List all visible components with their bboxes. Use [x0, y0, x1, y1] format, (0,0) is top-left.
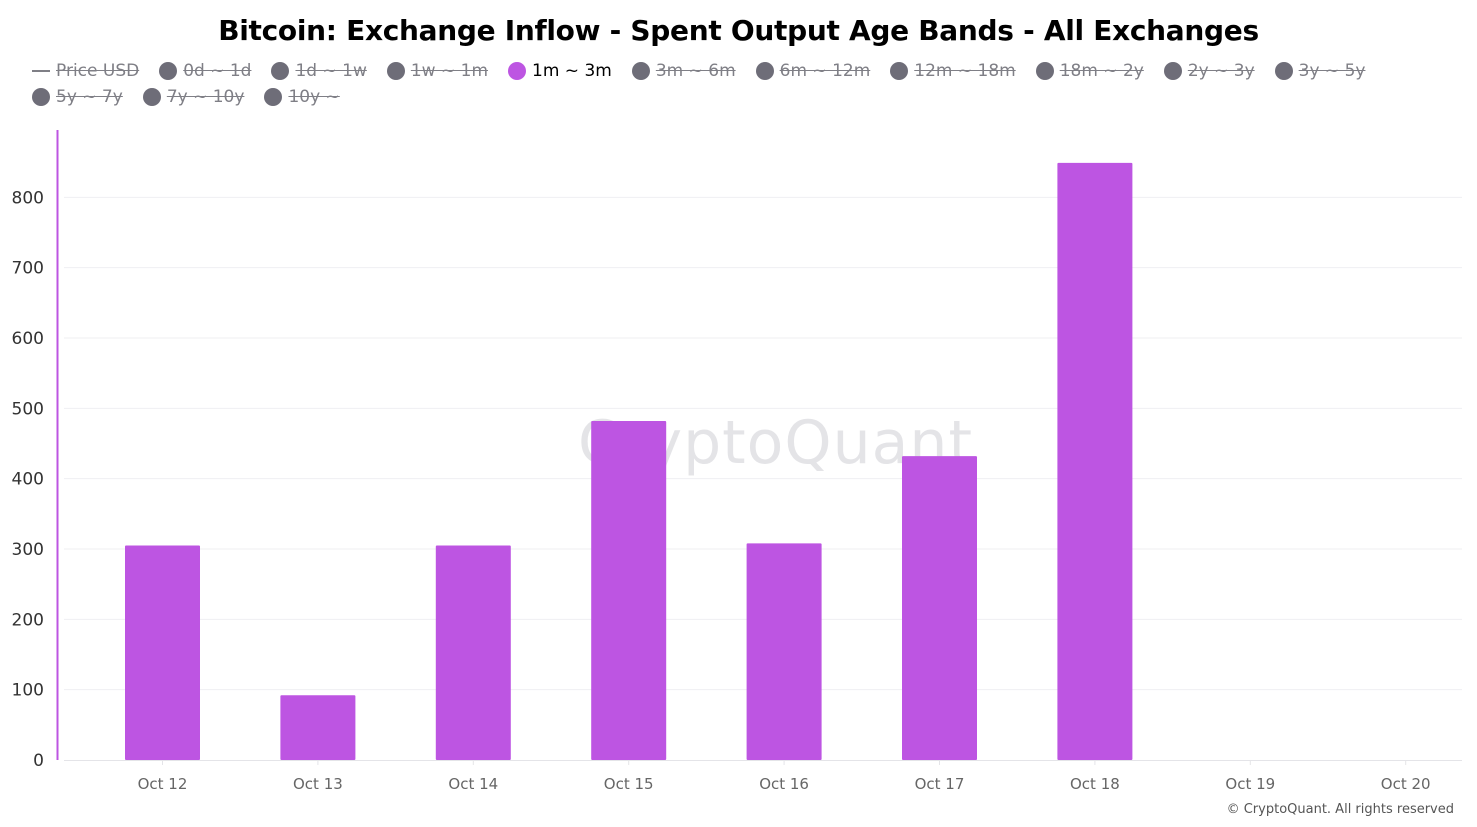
legend-item[interactable]: 1w ~ 1m — [386, 60, 489, 82]
legend-dot-icon — [386, 62, 405, 80]
y-tick-label: 200 — [12, 610, 44, 630]
x-tick-label: Oct 20 — [1381, 775, 1431, 793]
legend-dot-icon — [1163, 62, 1182, 80]
legend-dot-icon — [271, 62, 290, 80]
legend-dot-icon — [159, 62, 178, 80]
legend-item[interactable]: 18m ~ 2y — [1035, 60, 1144, 82]
legend-item-label: 3m ~ 6m — [655, 61, 736, 81]
chart-legend: Price USD 0d ~ 1d 1d ~ 1w 1w ~ 1m 1m ~ 3m 3m … — [32, 60, 1462, 108]
legend-line-icon — [32, 70, 50, 72]
x-tick-label: Oct 15 — [604, 775, 654, 793]
bar — [280, 695, 356, 760]
legend-item[interactable]: 3y ~ 5y — [1274, 60, 1366, 82]
legend-item-label: 1d ~ 1w — [295, 61, 367, 81]
copyright-notice: © CryptoQuant. All rights reserved — [1226, 802, 1454, 817]
legend-dot-icon — [1274, 62, 1293, 80]
legend-dot-icon — [1035, 62, 1054, 80]
x-tick-label: Oct 18 — [1070, 775, 1120, 793]
legend-item[interactable]: 5y ~ 7y — [32, 86, 123, 108]
bar — [435, 545, 511, 760]
legend-dot-icon — [508, 62, 527, 80]
bar — [746, 543, 822, 760]
y-tick-label: 500 — [12, 399, 44, 419]
legend-item[interactable]: 2y ~ 3y — [1163, 60, 1255, 82]
legend-item-label: 0d ~ 1d — [183, 61, 252, 81]
legend-item-label: 6m ~ 12m — [779, 61, 871, 81]
legend-item[interactable]: 0d ~ 1d — [159, 60, 251, 82]
legend-dot-icon — [890, 62, 909, 80]
legend-item-label: Price USD — [56, 61, 140, 81]
legend-item-label: 12m ~ 18m — [914, 61, 1016, 81]
legend-dot-icon — [142, 88, 161, 106]
legend-item-label: 10y ~ — [288, 87, 340, 107]
legend-item[interactable]: 1d ~ 1w — [271, 60, 367, 82]
legend-dot-icon — [631, 62, 650, 80]
legend-item[interactable]: 12m ~ 18m — [890, 60, 1016, 82]
bar — [1057, 162, 1133, 760]
bar — [125, 545, 200, 760]
y-tick-label: 300 — [12, 540, 44, 560]
bar — [591, 420, 667, 760]
x-tick-label: Oct 16 — [759, 775, 809, 793]
legend-item[interactable]: 3m ~ 6m — [631, 60, 736, 82]
y-tick-label: 0 — [33, 751, 44, 771]
chart-title: Bitcoin: Exchange Inflow - Spent Output … — [218, 14, 1259, 47]
legend-item-label: 7y ~ 10y — [166, 87, 245, 107]
y-tick-label: 700 — [12, 259, 44, 279]
legend-item[interactable]: 10y ~ — [264, 86, 340, 108]
legend-item[interactable]: Price USD — [32, 60, 139, 82]
y-tick-label: 400 — [12, 470, 44, 490]
x-tick-label: Oct 12 — [138, 775, 188, 793]
x-tick-label: Oct 14 — [448, 775, 498, 793]
legend-item-label: 5y ~ 7y — [56, 87, 123, 107]
legend-dot-icon — [32, 88, 50, 106]
legend-dot-icon — [264, 88, 283, 106]
legend-item-label: 1m ~ 3m — [532, 61, 612, 81]
x-tick-label: Oct 17 — [915, 775, 965, 793]
y-tick-label: 100 — [12, 681, 44, 701]
x-tick-label: Oct 19 — [1225, 775, 1275, 793]
y-tick-label: 600 — [12, 329, 44, 349]
legend-item-label: 3y ~ 5y — [1298, 61, 1366, 81]
legend-item[interactable]: 7y ~ 10y — [142, 86, 245, 108]
legend-item-label: 2y ~ 3y — [1187, 61, 1255, 81]
legend-dot-icon — [755, 62, 774, 80]
legend-item[interactable]: 1m ~ 3m — [508, 60, 612, 82]
x-tick-label: Oct 13 — [293, 775, 343, 793]
bar — [902, 456, 977, 760]
legend-item[interactable]: 6m ~ 12m — [755, 60, 871, 82]
legend-item-label: 1w ~ 1m — [410, 61, 489, 81]
legend-item-label: 18m ~ 2y — [1059, 61, 1144, 81]
y-tick-label: 800 — [12, 188, 44, 208]
